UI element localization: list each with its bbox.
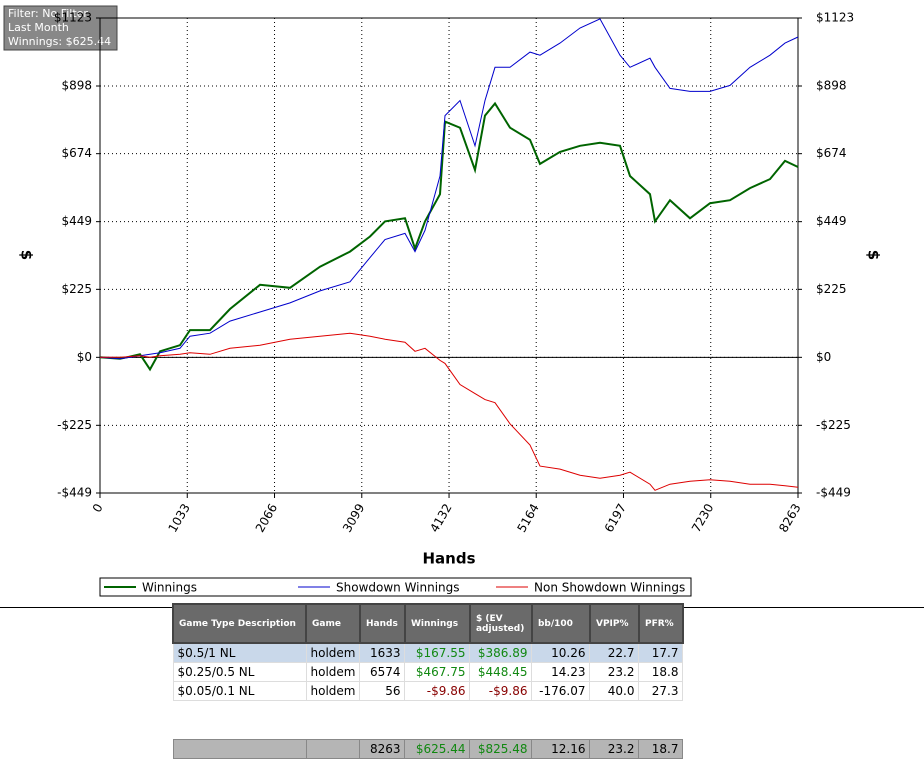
blank-cell	[173, 701, 683, 740]
table-cell: 18.7	[638, 739, 684, 759]
table-cell: 22.7	[589, 642, 640, 663]
filter-text: Winnings: $625.44	[8, 35, 111, 48]
legend-label: Non Showdown Winnings	[534, 581, 685, 595]
table-cell: -176.07	[531, 681, 591, 701]
column-header: VPIP%	[588, 603, 640, 644]
table-row: 8263 $625.44 $825.48 12.16 23.2 18.7	[172, 739, 684, 759]
series-line	[100, 332, 799, 491]
legend	[99, 577, 692, 597]
table-cell: 1633	[359, 642, 406, 663]
table-cell: -$9.86	[469, 681, 533, 701]
table-cell: 40.0	[589, 681, 640, 701]
series-line	[99, 18, 799, 360]
table-cell	[305, 739, 361, 759]
filter-text: Last Month	[8, 21, 69, 34]
y2-tick-label: $1123	[816, 11, 854, 25]
y-tick-label: $898	[61, 78, 92, 92]
table-cell: holdem	[305, 662, 361, 682]
legend-label: Winnings	[142, 581, 197, 595]
table-cell: $0.5/1 NL	[172, 642, 307, 663]
filter-box	[3, 5, 118, 51]
y-tick-label: $1123	[54, 11, 92, 25]
table-cell: 8263	[359, 739, 406, 759]
x-tick-label: 2066	[253, 501, 280, 534]
table-cell: $825.48	[469, 739, 533, 759]
table-cell	[172, 739, 307, 759]
column-header: PFR%	[637, 603, 684, 644]
x-tick-label: 3099	[340, 501, 367, 534]
table-cell: -$9.86	[404, 681, 471, 701]
legend-label: Showdown Winnings	[336, 581, 460, 595]
table-cell: $386.89	[469, 642, 533, 663]
column-header: bb/100	[530, 603, 591, 644]
y2-tick-label: -$449	[816, 486, 851, 500]
table-cell: holdem	[305, 681, 361, 701]
x-tick-label: 6197	[602, 501, 629, 534]
table-row: $0.05/0.1 NL holdem 56 -$9.86 -$9.86 -176.07 4…	[172, 681, 684, 701]
column-header: Game Type Description	[172, 603, 307, 644]
column-header: Game	[305, 603, 361, 644]
y-tick-label: -$225	[57, 418, 92, 432]
plot-area	[99, 17, 799, 494]
filter-text: Filter: No Filter	[8, 7, 88, 20]
y-tick-label: $674	[61, 146, 92, 160]
column-header: $ (EV adjusted)	[468, 603, 533, 644]
table-cell: $467.75	[404, 662, 471, 682]
table-cell: 10.26	[531, 642, 591, 663]
y-tick-label: $0	[77, 350, 92, 364]
column-header: Hands	[358, 603, 406, 644]
table-cell: 23.2	[589, 662, 640, 682]
y2-tick-label: $225	[816, 282, 847, 296]
table-cell: 27.3	[638, 681, 684, 701]
table-cell: 12.16	[531, 739, 591, 759]
x-tick-label: 0	[90, 501, 106, 515]
y2-tick-label: $449	[816, 214, 847, 228]
y2-tick-label: $674	[816, 146, 847, 160]
table-cell: 18.8	[638, 662, 684, 682]
table-cell: 17.7	[638, 642, 684, 663]
y-tick-label: $225	[61, 282, 92, 296]
table-cell: 6574	[359, 662, 406, 682]
stats-table: Game Type Description Game Hands Winnings $ …	[172, 603, 684, 759]
x-tick-label: 7230	[689, 501, 716, 534]
y-axis-label: $	[18, 250, 36, 260]
x-tick-label: 8263	[776, 501, 803, 534]
table-row: $0.25/0.5 NL holdem 6574 $467.75 $448.45 14.2…	[172, 662, 684, 682]
table-cell: $167.55	[404, 642, 471, 663]
x-axis-label: Hands	[422, 550, 475, 568]
y2-axis-label: $	[865, 250, 883, 260]
y2-tick-label: -$225	[816, 418, 851, 432]
header-row: Game Type Description Game Hands Winnings $ …	[172, 603, 684, 644]
series-line	[99, 101, 799, 372]
y-tick-label: $449	[61, 214, 92, 228]
table-cell: 14.23	[531, 662, 591, 682]
table-cell: 56	[359, 681, 406, 701]
table-cell: $625.44	[404, 739, 471, 759]
x-tick-label: 1033	[165, 501, 192, 534]
y-tick-label: -$449	[57, 486, 92, 500]
table-cell: holdem	[305, 642, 361, 663]
y2-tick-label: $0	[816, 350, 831, 364]
table-cell: 23.2	[589, 739, 640, 759]
table-cell: $0.05/0.1 NL	[172, 681, 307, 701]
table-row: $0.5/1 NL holdem 1633 $167.55 $386.89 10.26 22…	[172, 642, 684, 663]
chart: Filter: No Filter Last Month Winnings: $…	[3, 5, 883, 597]
x-tick-label: 4132	[427, 501, 454, 534]
table-cell: $448.45	[469, 662, 533, 682]
y2-tick-label: $898	[816, 78, 847, 92]
x-tick-label: 5164	[514, 501, 541, 534]
table-cell: $0.25/0.5 NL	[172, 662, 307, 682]
column-header: Winnings	[403, 603, 471, 644]
blank-row	[173, 701, 683, 740]
